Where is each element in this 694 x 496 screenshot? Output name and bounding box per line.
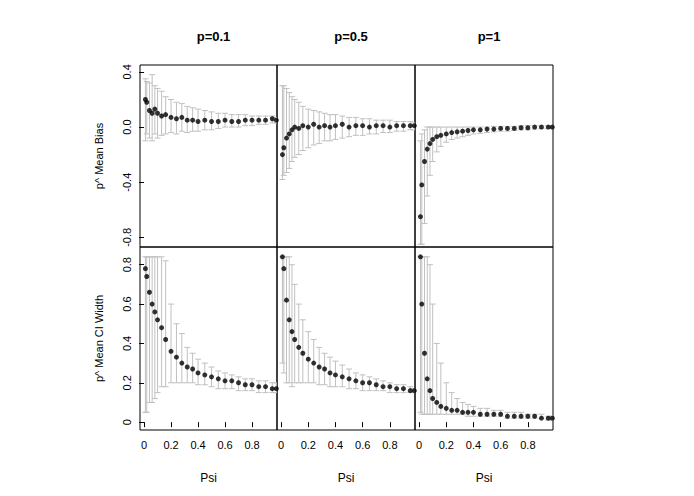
svg-text:0.2: 0.2	[301, 439, 316, 451]
svg-text:Psi: Psi	[476, 471, 493, 485]
svg-text:0.4: 0.4	[190, 439, 205, 451]
svg-text:0.4: 0.4	[121, 336, 133, 351]
svg-text:0.6: 0.6	[217, 439, 232, 451]
svg-text:p^ Mean Bias: p^ Mean Bias	[93, 122, 105, 189]
svg-text:0: 0	[278, 439, 284, 451]
svg-text:0: 0	[141, 439, 147, 451]
svg-text:0.8: 0.8	[121, 257, 133, 272]
svg-text:0.4: 0.4	[121, 64, 133, 79]
svg-text:0.0: 0.0	[121, 119, 133, 134]
svg-text:Psi: Psi	[338, 471, 355, 485]
svg-text:0: 0	[121, 419, 133, 425]
svg-text:Psi: Psi	[200, 471, 217, 485]
svg-text:0.8: 0.8	[520, 439, 535, 451]
svg-text:-0.8: -0.8	[121, 228, 133, 247]
svg-text:p=0.1: p=0.1	[197, 29, 231, 44]
svg-text:p=0.5: p=0.5	[334, 29, 368, 44]
svg-text:0.4: 0.4	[466, 439, 481, 451]
svg-text:0: 0	[416, 439, 422, 451]
svg-text:0.4: 0.4	[328, 439, 343, 451]
svg-text:p^ Mean CI Width: p^ Mean CI Width	[93, 295, 105, 382]
svg-text:0.6: 0.6	[355, 439, 370, 451]
svg-text:0.2: 0.2	[439, 439, 454, 451]
svg-text:p=1: p=1	[478, 29, 501, 44]
svg-text:0.2: 0.2	[163, 439, 178, 451]
svg-text:0.6: 0.6	[121, 296, 133, 311]
svg-text:0.8: 0.8	[244, 439, 259, 451]
svg-text:0.2: 0.2	[121, 375, 133, 390]
svg-text:0.8: 0.8	[382, 439, 397, 451]
svg-text:0.6: 0.6	[493, 439, 508, 451]
svg-text:-0.4: -0.4	[121, 173, 133, 192]
